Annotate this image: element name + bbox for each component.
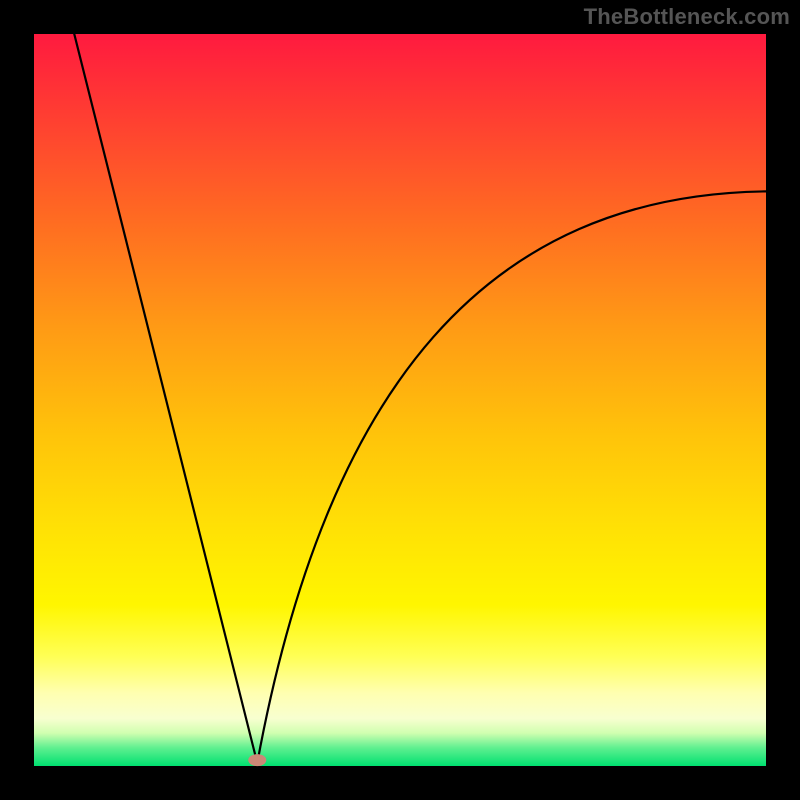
chart-canvas: TheBottleneck.com (0, 0, 800, 800)
watermark-text: TheBottleneck.com (584, 4, 790, 30)
plot-background (34, 34, 766, 766)
optimal-point-marker (248, 754, 266, 766)
plot-svg (0, 0, 800, 800)
